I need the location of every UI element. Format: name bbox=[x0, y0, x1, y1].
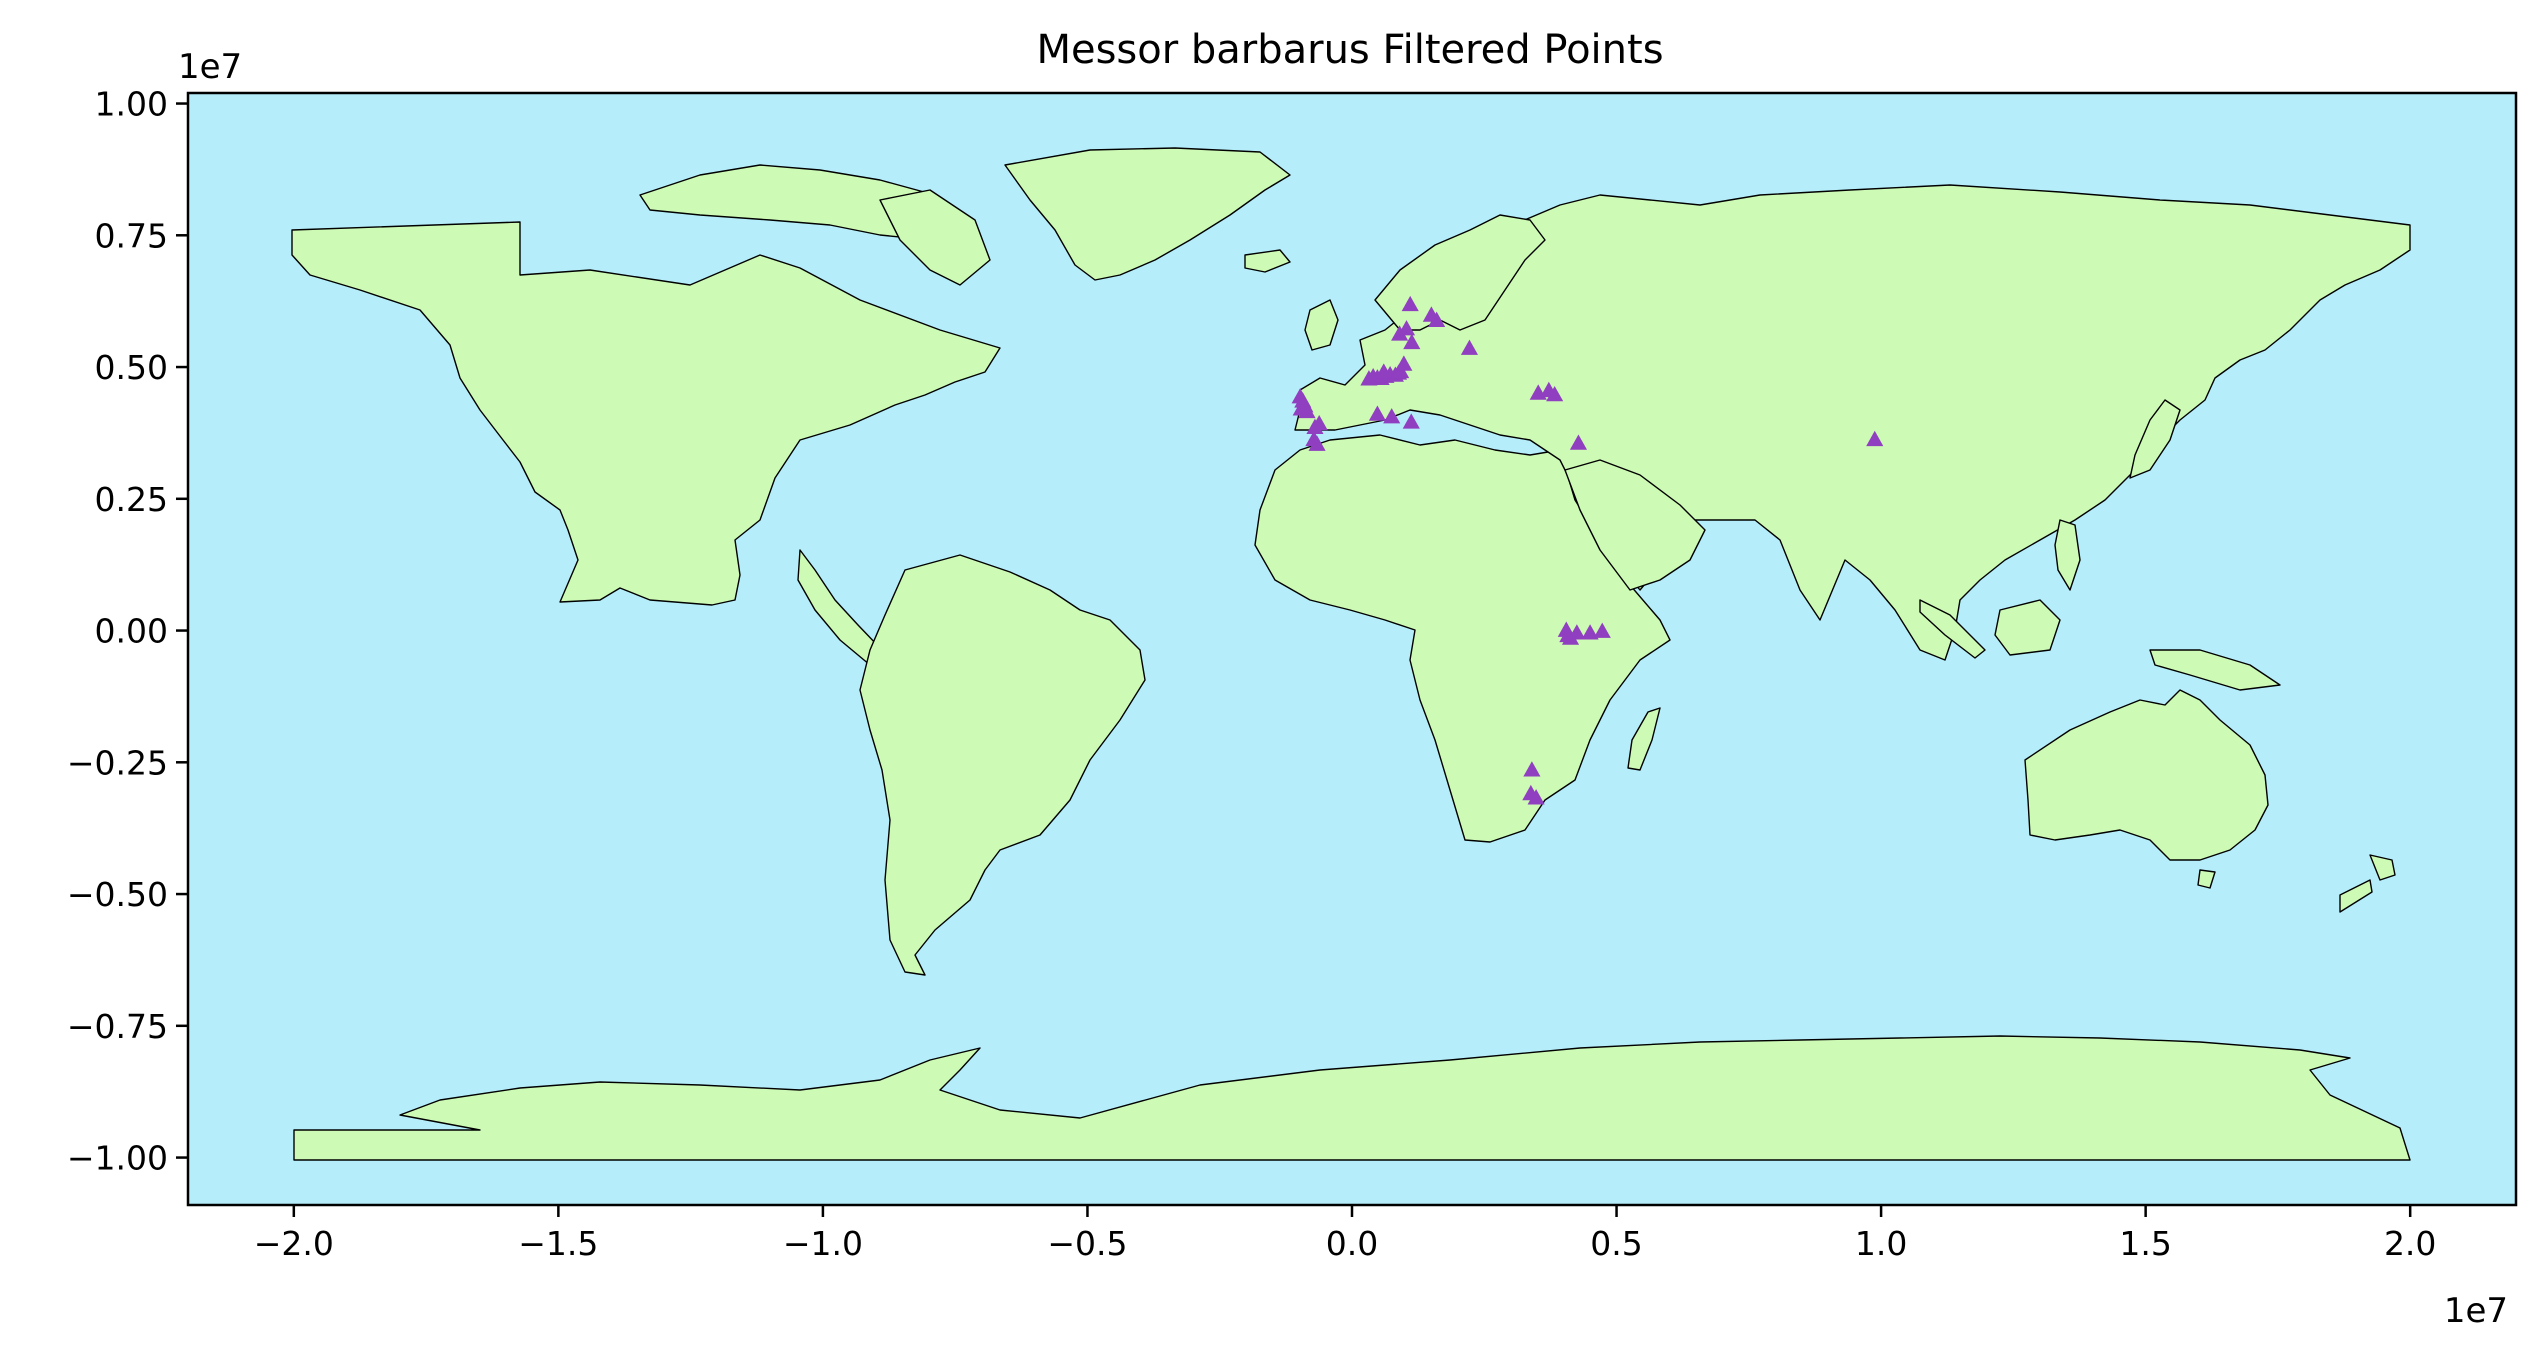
occurrence-point bbox=[1298, 402, 1316, 419]
occurrence-point bbox=[1383, 408, 1401, 424]
borneo-landmass bbox=[1994, 599, 2061, 656]
new-guinea-landmass bbox=[2149, 649, 2281, 691]
y-tick-label: 0.00 bbox=[95, 612, 168, 651]
x-axis: −2.0 −1.5 −1.0 −0.5 0.0 0.5 1.0 1.5 2.0 bbox=[254, 1205, 2436, 1263]
occurrence-point bbox=[1403, 333, 1421, 350]
occurrence-point bbox=[1546, 385, 1564, 402]
x-tick-label: −2.0 bbox=[254, 1224, 334, 1263]
land-masses bbox=[291, 147, 2411, 1161]
tasmania-landmass bbox=[2197, 869, 2216, 889]
x-tick-label: −1.0 bbox=[783, 1224, 863, 1263]
y-tick-label: 1.00 bbox=[95, 85, 168, 124]
baffin-island-landmass bbox=[879, 189, 991, 286]
y-tick-label: 0.25 bbox=[95, 480, 168, 519]
philippines-landmass bbox=[2054, 519, 2081, 591]
africa-landmass bbox=[1254, 434, 1671, 843]
y-axis: 1.00 0.75 0.50 0.25 0.00 −0.25 −0.50 −0.75 −1.00 bbox=[67, 85, 188, 1178]
x-offset-label: 1e7 bbox=[2444, 1291, 2508, 1331]
occurrence-point bbox=[1523, 761, 1541, 777]
sumatra-landmass bbox=[1919, 599, 1986, 659]
iceland-landmass bbox=[1244, 249, 1291, 273]
occurrence-point bbox=[1569, 434, 1588, 450]
x-tick-label: 2.0 bbox=[2384, 1224, 2436, 1263]
occurrence-point bbox=[1395, 355, 1413, 371]
occurrence-point bbox=[1561, 629, 1580, 645]
occurrence-point bbox=[1368, 405, 1386, 421]
scandinavia-landmass bbox=[1374, 214, 1546, 331]
japan-landmass bbox=[2129, 399, 2181, 479]
x-tick-label: −0.5 bbox=[1047, 1224, 1127, 1263]
occurrence-point bbox=[1866, 430, 1884, 447]
occurrence-point bbox=[1306, 418, 1324, 434]
y-tick-label: −1.00 bbox=[67, 1139, 168, 1178]
y-offset-label: 1e7 bbox=[178, 47, 242, 87]
north-america-landmass bbox=[291, 221, 1001, 606]
occurrence-point bbox=[1460, 339, 1479, 355]
y-tick-label: 0.75 bbox=[95, 216, 168, 255]
x-tick-label: 1.5 bbox=[2119, 1224, 2171, 1263]
occurrence-point bbox=[1397, 320, 1416, 336]
new-zealand-landmass bbox=[2369, 854, 2396, 881]
arabia-landmass bbox=[1564, 459, 1706, 591]
y-tick-label: −0.75 bbox=[67, 1007, 168, 1046]
occurrence-point bbox=[1402, 413, 1420, 429]
x-tick-label: −1.5 bbox=[518, 1224, 598, 1263]
occurrence-point bbox=[1527, 789, 1545, 805]
occurrence-point bbox=[1401, 295, 1419, 312]
y-tick-label: −0.50 bbox=[67, 875, 168, 914]
occurrence-point bbox=[1593, 622, 1611, 638]
new-zealand-south-landmass bbox=[2339, 879, 2373, 913]
occurrence-point bbox=[1581, 624, 1599, 640]
x-tick-label: 0.0 bbox=[1326, 1224, 1378, 1263]
occurrence-points bbox=[1291, 295, 1884, 805]
south-america-landmass bbox=[859, 554, 1146, 976]
australia-landmass bbox=[2024, 689, 2269, 861]
madagascar-landmass bbox=[1627, 707, 1661, 771]
occurrence-point bbox=[1308, 435, 1326, 451]
greenland-landmass bbox=[1004, 147, 1291, 281]
occurrence-point bbox=[1375, 363, 1393, 379]
x-tick-label: 1.0 bbox=[1855, 1224, 1907, 1263]
chart-title: Messor barbarus Filtered Points bbox=[1036, 27, 1663, 73]
y-tick-label: 0.50 bbox=[95, 348, 168, 387]
y-tick-label: −0.25 bbox=[67, 743, 168, 782]
antarctica-landmass bbox=[293, 1035, 2411, 1161]
british-isles-landmass bbox=[1304, 299, 1339, 351]
x-tick-label: 0.5 bbox=[1590, 1224, 1642, 1263]
occurrence-point bbox=[1428, 311, 1446, 327]
